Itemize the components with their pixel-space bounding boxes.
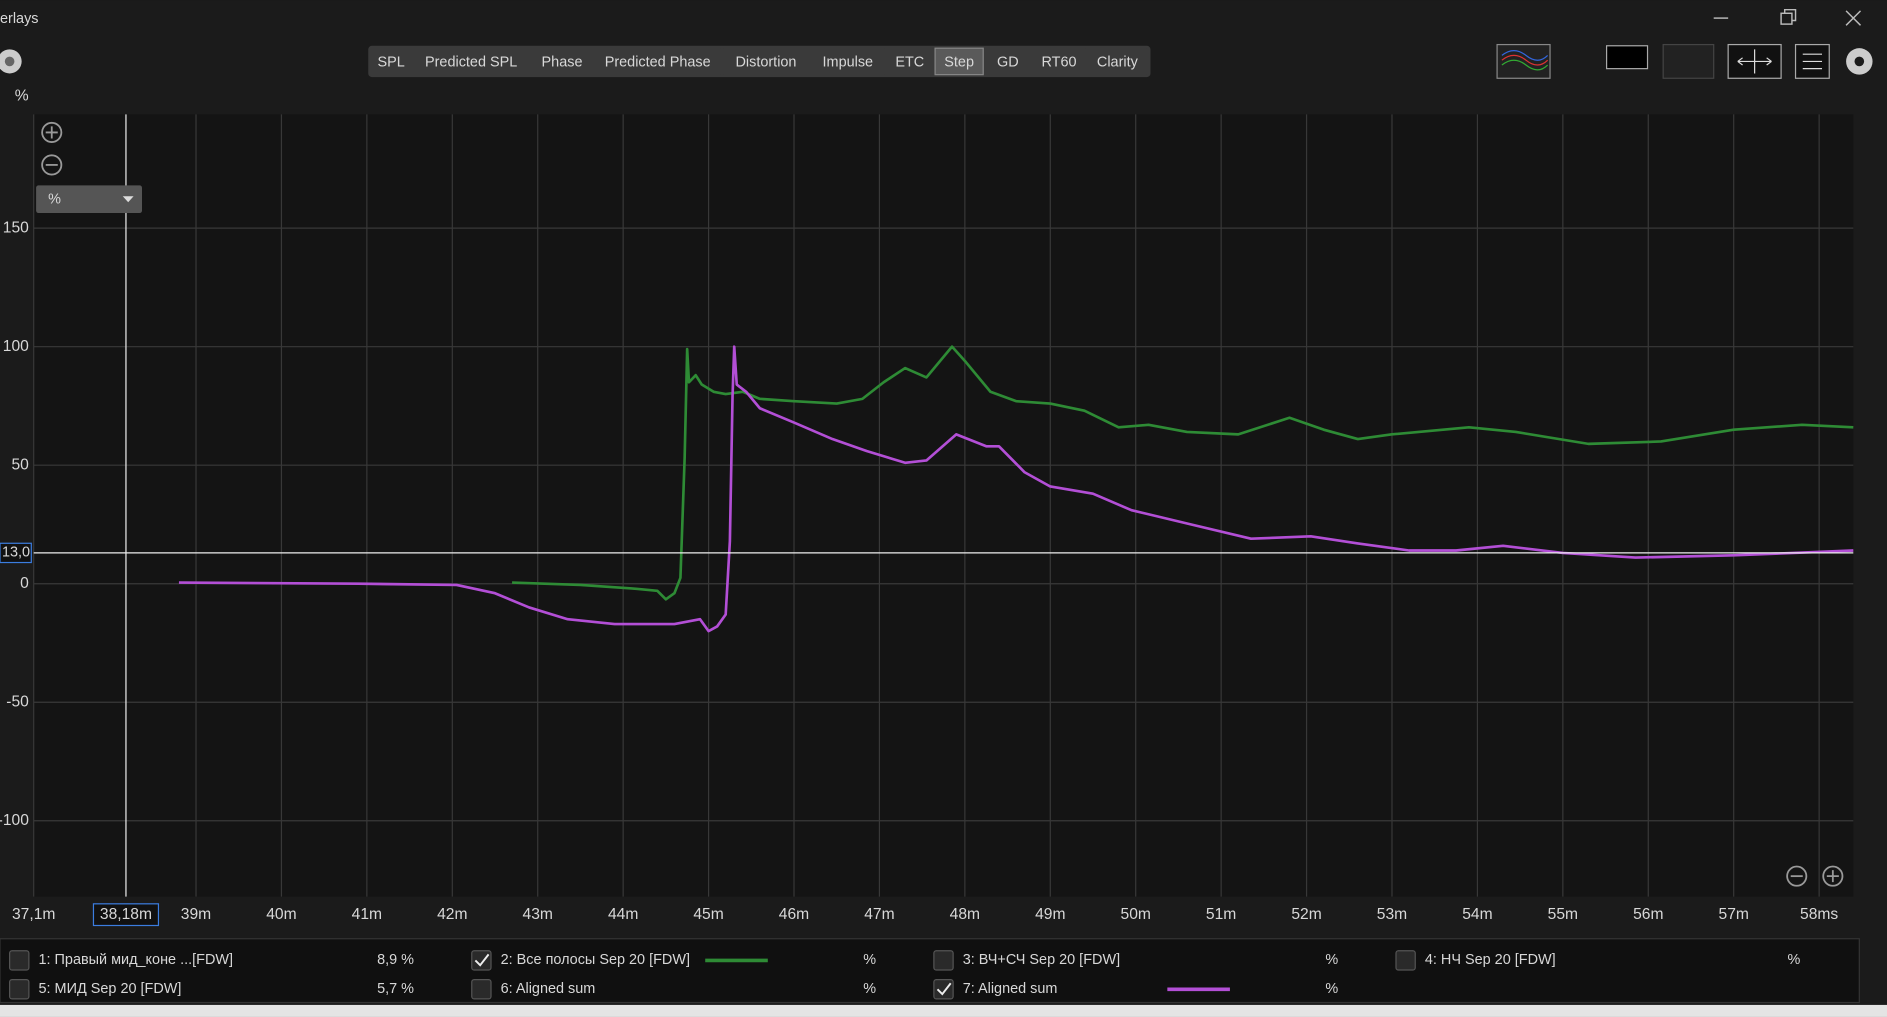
legend-label: 2: Все полосы Sep 20 [FDW]: [501, 952, 690, 968]
legend-checkbox[interactable]: [9, 950, 30, 971]
legend-checkbox[interactable]: [933, 979, 954, 1000]
tab-label: ETC: [895, 54, 924, 70]
dropdown-arrow: [122, 196, 134, 203]
tab-label: Predicted Phase: [605, 54, 711, 70]
legend-checkbox[interactable]: [1395, 950, 1416, 971]
legend-readout: %: [1325, 952, 1338, 968]
legend-panel: [0, 938, 1860, 1004]
legend-checkbox[interactable]: [933, 950, 954, 971]
x-tick-label: 47m: [864, 906, 894, 923]
tab-label: Step: [944, 54, 974, 70]
x-tick-label: 46m: [779, 906, 809, 923]
x-tick-label: 44m: [608, 906, 638, 923]
legend-checkbox[interactable]: [471, 979, 492, 1000]
x-tick-label: 56m: [1633, 906, 1663, 923]
tab-label: RT60: [1042, 54, 1077, 70]
x-tick-label: 45m: [693, 906, 723, 923]
x-tick-label: 49m: [1035, 906, 1065, 923]
cursor-y-box: [0, 542, 32, 564]
tab-label: Phase: [542, 54, 583, 70]
y-tick-label: -100: [0, 812, 29, 829]
series-line: [178, 345, 1854, 633]
toolbar-icons[interactable]: [1496, 43, 1873, 79]
x-tick-label: 51m: [1206, 906, 1236, 923]
legend-label: 1: Правый мид_коне ...[FDW]: [39, 952, 234, 968]
tab[interactable]: [886, 48, 933, 75]
plot-area: [33, 114, 1854, 897]
window-controls[interactable]: [1713, 8, 1862, 26]
x-tick-label: 52m: [1291, 906, 1321, 923]
legend-readout: 8,9 %: [377, 952, 414, 968]
tab-label: GD: [997, 54, 1019, 70]
window-title: erlays: [0, 11, 39, 27]
x-tick-label: 54m: [1462, 906, 1492, 923]
legend-label: 4: НЧ Sep 20 [FDW]: [1425, 952, 1556, 968]
tab-bar: SPL Predicted SPL Phase Predicted Phase Dist…: [368, 45, 1151, 78]
x-tick-label: 58ms: [1800, 906, 1838, 923]
plot-lines: 13,0 38,18m: [0, 114, 1854, 927]
x-tick-label: 41m: [352, 906, 382, 923]
cursor-x-label: 38,18m: [100, 906, 152, 923]
x-tick-label: 43m: [523, 906, 553, 923]
y-axis-unit: %: [15, 87, 29, 104]
tab[interactable]: [811, 48, 885, 75]
legend-checkbox[interactable]: [9, 979, 30, 1000]
y-tick-label: 100: [3, 338, 29, 355]
x-tick-label: 55m: [1548, 906, 1578, 923]
x-tick-label: 37,1m: [12, 906, 55, 923]
legend-readout: %: [863, 952, 876, 968]
grid: 37,1m 39m 40m 41m 42m 43m 44m 45m 46m 47m 48m 49m 50…: [0, 114, 1854, 923]
legend-label: 6: Aligned sum: [501, 981, 596, 997]
tab[interactable]: [1032, 48, 1086, 75]
x-tick-label: 57m: [1719, 906, 1749, 923]
y-tick-label: 0: [20, 575, 29, 592]
legend: 1: Правый мид_коне ...[FDW] 8,9 % 2: Все п…: [9, 950, 1801, 1000]
legend-readout: %: [1788, 952, 1801, 968]
x-tick-label: 42m: [437, 906, 467, 923]
y-tick-label: 150: [3, 219, 29, 236]
tab[interactable]: [531, 48, 593, 75]
tab[interactable]: [934, 47, 984, 76]
series-line: [512, 345, 1854, 601]
tab[interactable]: [412, 48, 530, 75]
x-tick-label: 39m: [181, 906, 211, 923]
legend-checkbox[interactable]: [471, 950, 492, 971]
tab[interactable]: [1087, 48, 1147, 75]
tab[interactable]: [985, 48, 1031, 75]
legend-check: [474, 953, 490, 967]
cursor-x-box: [92, 903, 160, 927]
x-tick-label: 53m: [1377, 906, 1407, 923]
legend-readout: %: [863, 981, 876, 997]
legend-check: [936, 982, 952, 996]
tab[interactable]: [723, 48, 809, 75]
legend-readout: %: [1325, 981, 1338, 997]
cursor-y-label: 13,0: [2, 545, 30, 561]
legend-label: 7: Aligned sum: [963, 981, 1058, 997]
tab-label: Predicted SPL: [425, 54, 517, 70]
cursor-tool-dot: [4, 56, 15, 67]
y-tick-label: 50: [11, 456, 29, 473]
tab-label: Distortion: [735, 54, 796, 70]
x-tick-label: 48m: [950, 906, 980, 923]
unit-dropdown[interactable]: [36, 185, 143, 214]
zoom-controls[interactable]: [41, 121, 1844, 887]
legend-label: 5: МИД Sep 20 [FDW]: [39, 981, 182, 997]
legend-readout: 5,7 %: [377, 981, 414, 997]
x-tick-label: 40m: [266, 906, 296, 923]
y-tick-label: -50: [6, 693, 29, 710]
tab[interactable]: [594, 48, 721, 75]
status-strip: [0, 1004, 1887, 1017]
tab[interactable]: [371, 48, 411, 75]
x-tick-label: 50m: [1121, 906, 1151, 923]
tab-label: SPL: [377, 54, 404, 70]
tab-label: Clarity: [1097, 54, 1139, 70]
legend-label: 3: ВЧ+СЧ Sep 20 [FDW]: [963, 952, 1120, 968]
tab-label: Impulse: [823, 54, 874, 70]
unit-dropdown-label: %: [48, 192, 61, 208]
